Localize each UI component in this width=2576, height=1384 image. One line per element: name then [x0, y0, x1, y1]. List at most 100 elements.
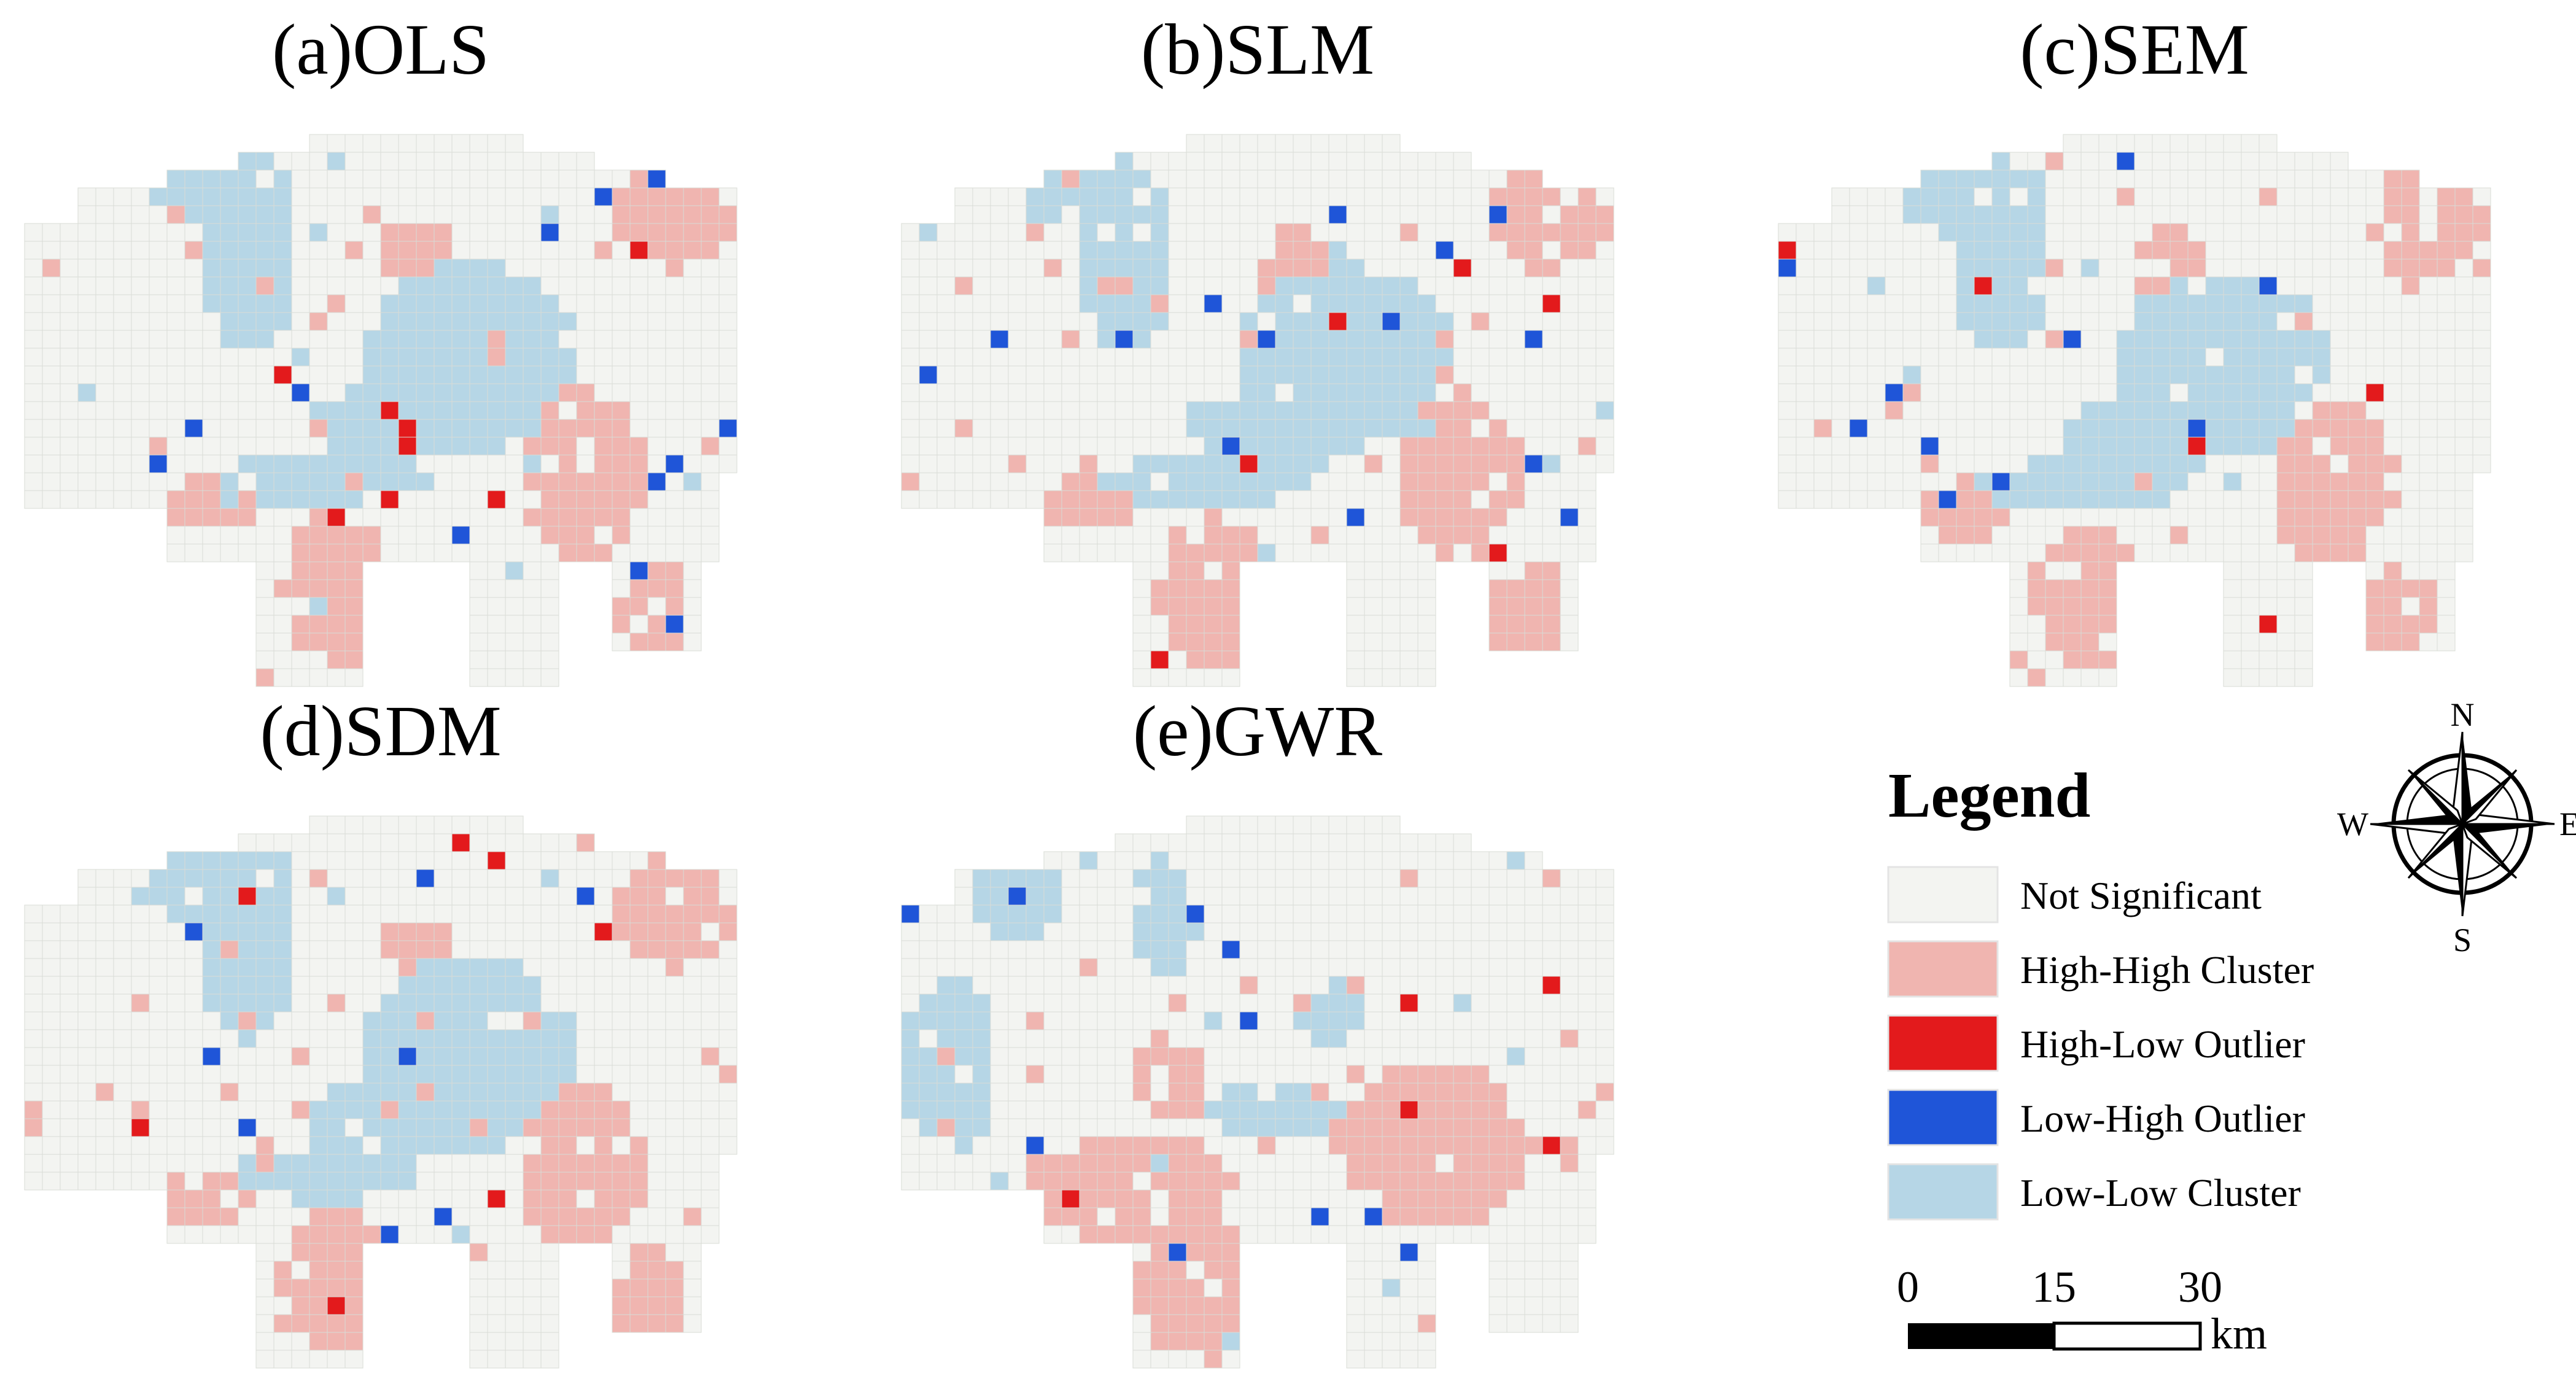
- map-cell: [149, 383, 168, 402]
- map-cell: [291, 223, 310, 242]
- map-cell: [1025, 294, 1045, 313]
- map-cell: [629, 1154, 648, 1173]
- map-cell: [1991, 294, 2010, 313]
- map-cell: [1328, 1065, 1347, 1084]
- map-cell: [1025, 940, 1045, 959]
- map-cell: [540, 1100, 559, 1119]
- map-cell: [612, 1047, 631, 1066]
- map-cell: [469, 223, 488, 242]
- map-cell: [1560, 508, 1579, 527]
- map-cell: [202, 1207, 221, 1226]
- map-cell: [1595, 330, 1614, 349]
- map-cell: [131, 940, 150, 959]
- map-cell: [990, 1011, 1009, 1030]
- map-cell: [291, 1154, 310, 1173]
- map-cell: [2259, 205, 2278, 224]
- map-cell: [131, 241, 150, 260]
- map-cell: [1346, 490, 1365, 509]
- map-cell: [2134, 330, 2153, 349]
- map-cell: [1097, 976, 1116, 995]
- map-cell: [1399, 169, 1418, 189]
- map-cell: [131, 454, 150, 473]
- map-cell: [1150, 1350, 1169, 1369]
- map-cell: [2009, 561, 2028, 580]
- map-cell: [972, 490, 991, 509]
- map-cell: [1364, 650, 1383, 669]
- map-cell: [184, 223, 203, 242]
- map-cell: [327, 1314, 346, 1333]
- map-cell: [1346, 1278, 1365, 1297]
- map-cell: [1346, 294, 1365, 313]
- map-cell: [273, 650, 292, 669]
- map-cell: [2098, 437, 2117, 456]
- map-cell: [1132, 1243, 1151, 1262]
- map-cell: [1524, 993, 1543, 1013]
- map-cell: [1150, 526, 1169, 545]
- map-cell: [1778, 472, 1797, 491]
- map-cell: [936, 276, 955, 295]
- map-cell: [2294, 241, 2313, 260]
- map-cell: [362, 490, 381, 509]
- map-cell: [2276, 383, 2295, 402]
- map-cell: [327, 815, 346, 834]
- map-cell: [362, 312, 381, 331]
- map-cell: [1346, 1172, 1365, 1191]
- map-cell: [1132, 869, 1151, 888]
- map-cell: [2348, 348, 2367, 367]
- map-cell: [2063, 561, 2082, 580]
- map-cell: [1043, 543, 1062, 562]
- map-cell: [1168, 993, 1187, 1013]
- map-cell: [1025, 472, 1045, 491]
- map-cell: [1399, 632, 1418, 651]
- map-cell: [2259, 561, 2278, 580]
- map-cell: [131, 1047, 150, 1066]
- map-cell: [380, 1100, 399, 1119]
- map-cell: [1435, 437, 1454, 456]
- map-cell: [540, 472, 559, 491]
- map-cell: [1168, 365, 1187, 384]
- map-cell: [469, 632, 488, 651]
- map-cell: [380, 365, 399, 384]
- map-cell: [1186, 1154, 1205, 1173]
- map-cell: [273, 419, 292, 438]
- map-cell: [936, 1083, 955, 1102]
- map-cell: [2027, 597, 2046, 616]
- map-cell: [2098, 508, 2117, 527]
- map-cell: [612, 976, 631, 995]
- map-cell: [540, 1154, 559, 1173]
- map-cell: [1168, 904, 1187, 923]
- map-cell: [2045, 152, 2064, 171]
- map-cell: [2365, 615, 2384, 634]
- map-cell: [416, 276, 435, 295]
- map-cell: [919, 993, 938, 1013]
- map-cell: [2045, 205, 2064, 224]
- map-cell: [255, 632, 274, 651]
- compass-south-label: S: [2453, 922, 2472, 958]
- map-cell: [1043, 1172, 1062, 1191]
- map-cell: [255, 1243, 274, 1262]
- map-cell: [166, 1065, 185, 1084]
- map-cell: [344, 615, 364, 634]
- map-cell: [505, 1278, 524, 1297]
- map-cell: [1849, 437, 1868, 456]
- map-cell: [291, 869, 310, 888]
- map-cell: [505, 1065, 524, 1084]
- map-cell: [273, 1189, 292, 1208]
- map-cell: [647, 1065, 666, 1084]
- map-cell: [919, 401, 938, 420]
- map-cell: [1221, 1278, 1240, 1297]
- map-cell: [1399, 1100, 1418, 1119]
- map-cell: [60, 241, 79, 260]
- map-cell: [380, 869, 399, 888]
- map-cell: [1043, 365, 1062, 384]
- map-cell: [1417, 1172, 1436, 1191]
- map-cell: [416, 869, 435, 888]
- map-cell: [1524, 1261, 1543, 1280]
- map-cell: [1885, 490, 1904, 509]
- map-cell: [1079, 330, 1098, 349]
- map-cell: [1506, 330, 1525, 349]
- map-cell: [202, 1083, 221, 1102]
- map-cell: [1796, 472, 1815, 491]
- map-cell: [2276, 241, 2295, 260]
- map-cell: [2116, 187, 2135, 206]
